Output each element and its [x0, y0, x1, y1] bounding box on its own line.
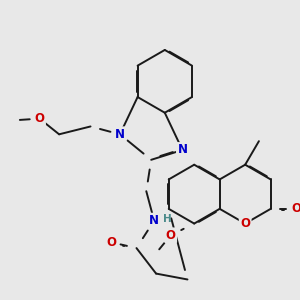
Text: O: O: [166, 229, 176, 242]
Text: N: N: [149, 214, 159, 227]
Text: N: N: [115, 128, 125, 141]
Text: H: H: [164, 214, 172, 224]
Text: O: O: [240, 217, 250, 230]
Text: O: O: [106, 236, 116, 249]
Text: N: N: [177, 143, 188, 157]
Text: O: O: [291, 202, 300, 215]
Text: O: O: [34, 112, 44, 125]
